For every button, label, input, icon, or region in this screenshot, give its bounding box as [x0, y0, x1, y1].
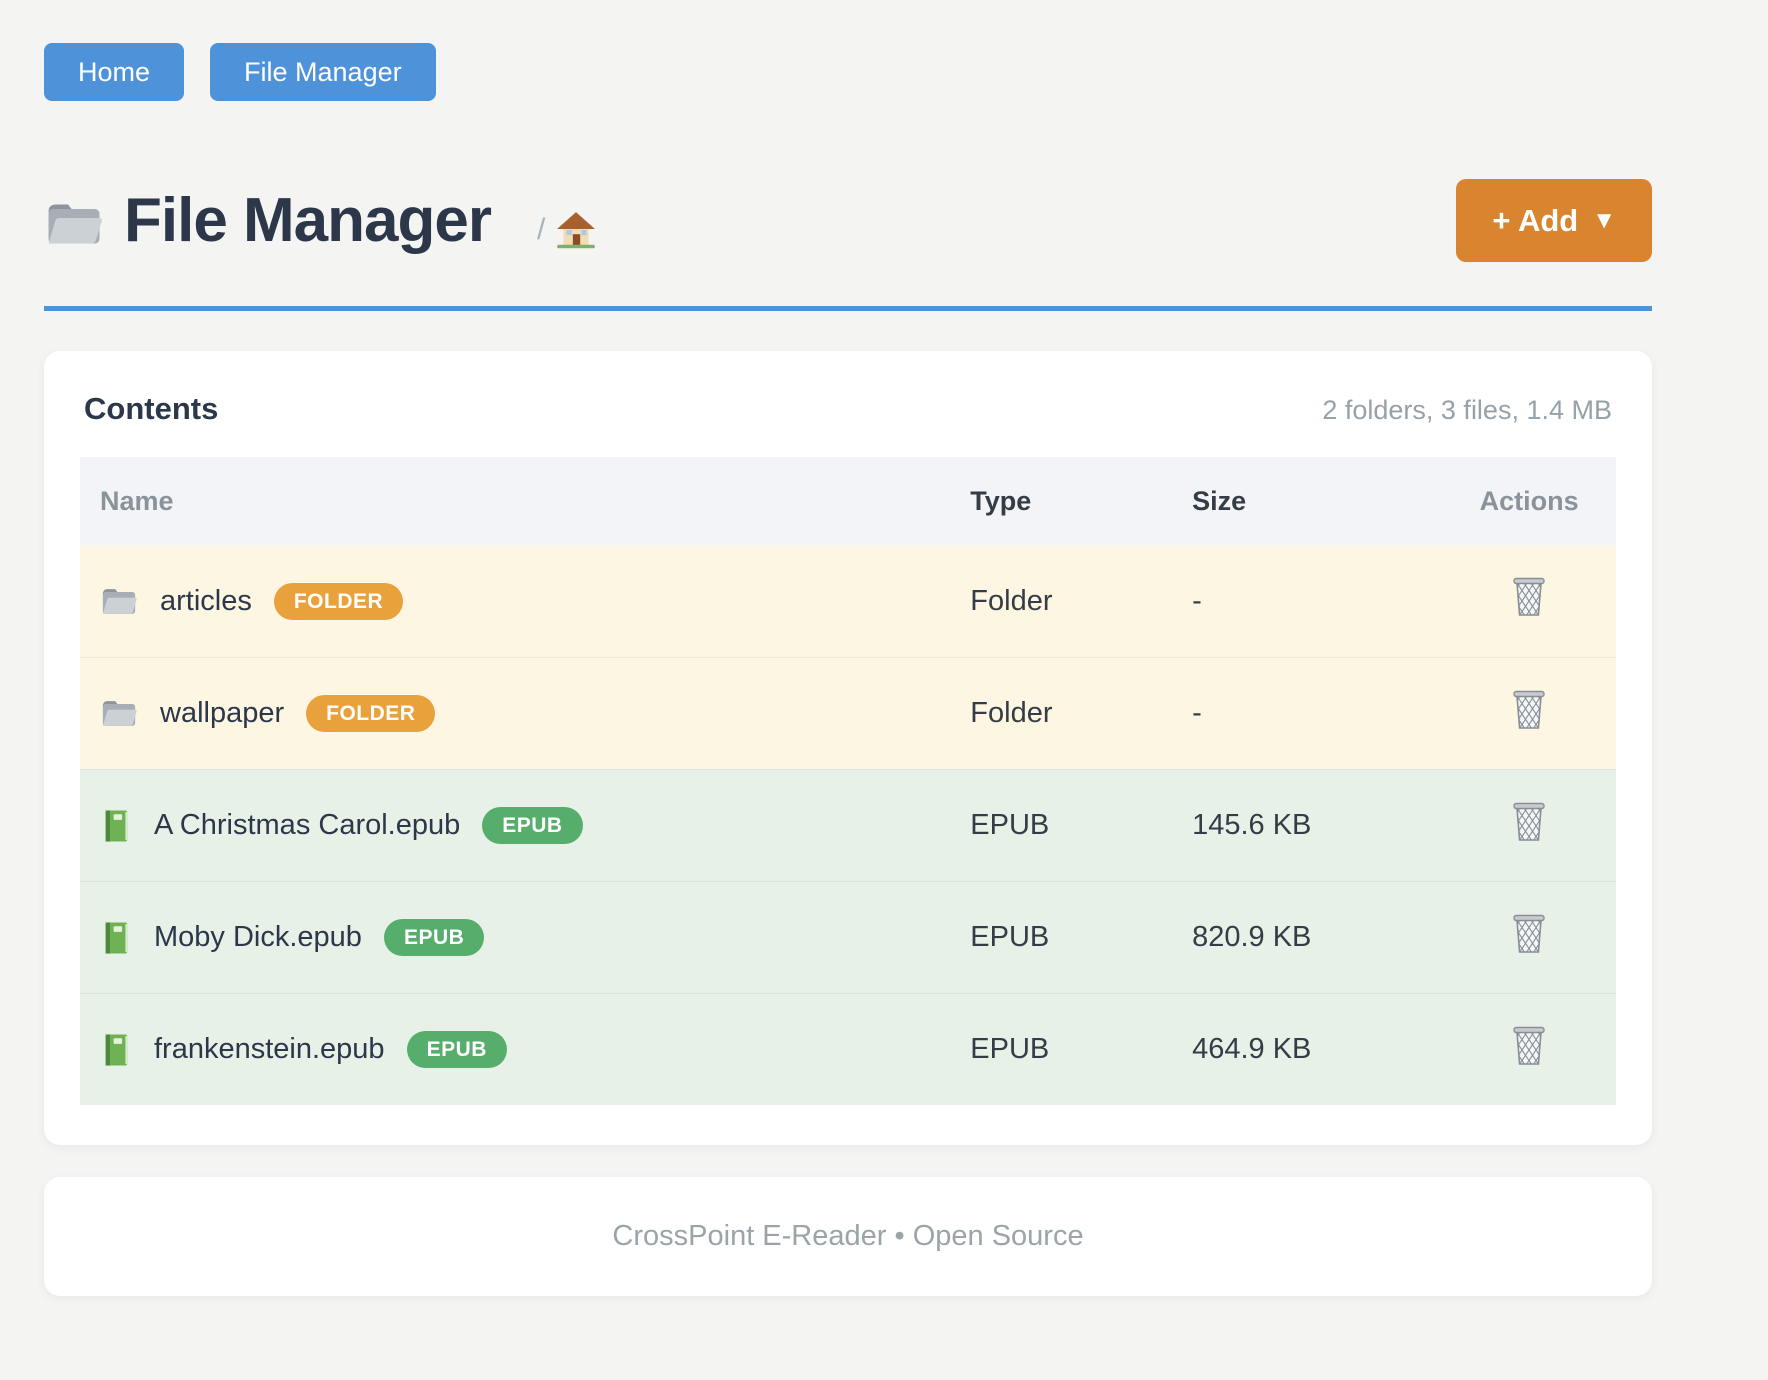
actions-cell [1442, 800, 1616, 852]
folder-badge: FOLDER [273, 582, 404, 620]
title-wrap: File Manager / [44, 185, 1456, 256]
table-row[interactable]: wallpaper FOLDER Folder - [80, 657, 1616, 769]
name-cell: Moby Dick.epub EPUB [80, 919, 946, 956]
size-cell: 464.9 KB [1192, 1033, 1312, 1065]
breadcrumb: / [537, 209, 597, 251]
actions-cell [1442, 1024, 1616, 1076]
contents-card: Contents 2 folders, 3 files, 1.4 MB Name… [44, 351, 1652, 1145]
folder-badge: FOLDER [306, 695, 436, 732]
footer: CrossPoint E-Reader • Open Source [44, 1177, 1652, 1296]
table-row[interactable]: Moby Dick.epub EPUB EPUB 820.9 KB [80, 881, 1616, 993]
type-cell: Folder [970, 697, 1053, 729]
page: Home File Manager File Manager / + Add ▼… [44, 43, 1652, 1296]
actions-cell [1442, 575, 1616, 627]
card-head: Contents 2 folders, 3 files, 1.4 MB [80, 391, 1616, 427]
page-header: File Manager / + Add ▼ [44, 179, 1652, 262]
delete-button[interactable] [1509, 912, 1549, 956]
footer-text: CrossPoint E-Reader • Open Source [612, 1220, 1084, 1252]
contents-heading: Contents [84, 391, 219, 426]
home-icon[interactable] [555, 209, 597, 251]
breadcrumb-separator: / [537, 212, 546, 246]
book-icon [100, 1032, 132, 1068]
column-header-name: Name [100, 485, 174, 516]
type-cell: EPUB [970, 1033, 1050, 1065]
trash-icon [1509, 575, 1549, 619]
folder-icon [44, 198, 104, 250]
size-cell: 145.6 KB [1192, 809, 1312, 841]
home-button[interactable]: Home [44, 43, 185, 101]
file-manager-button[interactable]: File Manager [210, 43, 436, 101]
delete-button[interactable] [1509, 575, 1549, 619]
table-row[interactable]: A Christmas Carol.epub EPUB EPUB 145.6 K… [80, 769, 1616, 881]
book-icon [100, 808, 132, 844]
name-cell: A Christmas Carol.epub EPUB [80, 807, 946, 844]
folder-icon [100, 585, 138, 618]
column-header-actions: Actions [1479, 485, 1579, 516]
column-header-size: Size [1192, 485, 1247, 516]
type-cell: EPUB [970, 809, 1050, 841]
book-icon [100, 920, 132, 956]
table-row[interactable]: frankenstein.epub EPUB EPUB 464.9 KB [80, 993, 1616, 1105]
chevron-down-icon: ▼ [1592, 206, 1616, 234]
add-button[interactable]: + Add ▼ [1456, 179, 1652, 262]
epub-badge: EPUB [406, 1031, 507, 1068]
delete-button[interactable] [1509, 1024, 1549, 1068]
actions-cell [1442, 688, 1616, 740]
item-name: Moby Dick.epub [154, 921, 362, 953]
trash-icon [1509, 800, 1549, 844]
item-name: articles [160, 584, 252, 617]
trash-icon [1509, 912, 1549, 956]
page-title: File Manager [124, 186, 492, 255]
top-nav: Home File Manager [44, 43, 1652, 101]
item-name: frankenstein.epub [154, 1033, 385, 1065]
table-row[interactable]: articles FOLDER Folder - [80, 545, 1616, 657]
size-cell: 820.9 KB [1192, 921, 1312, 953]
item-name: wallpaper [160, 697, 285, 729]
type-cell: EPUB [970, 921, 1050, 953]
size-cell: - [1192, 697, 1202, 729]
name-cell: wallpaper FOLDER [80, 695, 946, 732]
trash-icon [1509, 1024, 1549, 1068]
folder-icon [100, 697, 138, 730]
trash-icon [1509, 688, 1549, 732]
delete-button[interactable] [1509, 800, 1549, 844]
epub-badge: EPUB [482, 807, 583, 844]
size-cell: - [1192, 584, 1202, 617]
file-table: Name Type Size Actions articles FOLDER F… [80, 457, 1616, 1105]
contents-summary: 2 folders, 3 files, 1.4 MB [1322, 395, 1612, 425]
actions-cell [1442, 912, 1616, 964]
name-cell: frankenstein.epub EPUB [80, 1031, 946, 1068]
table-header-row: Name Type Size Actions [80, 457, 1616, 545]
column-header-type: Type [970, 485, 1032, 516]
item-name: A Christmas Carol.epub [154, 809, 461, 841]
add-button-label: + Add [1492, 202, 1579, 238]
delete-button[interactable] [1509, 688, 1549, 732]
epub-badge: EPUB [383, 919, 485, 956]
header-divider [44, 306, 1652, 311]
name-cell: articles FOLDER [80, 582, 946, 620]
type-cell: Folder [970, 584, 1053, 617]
